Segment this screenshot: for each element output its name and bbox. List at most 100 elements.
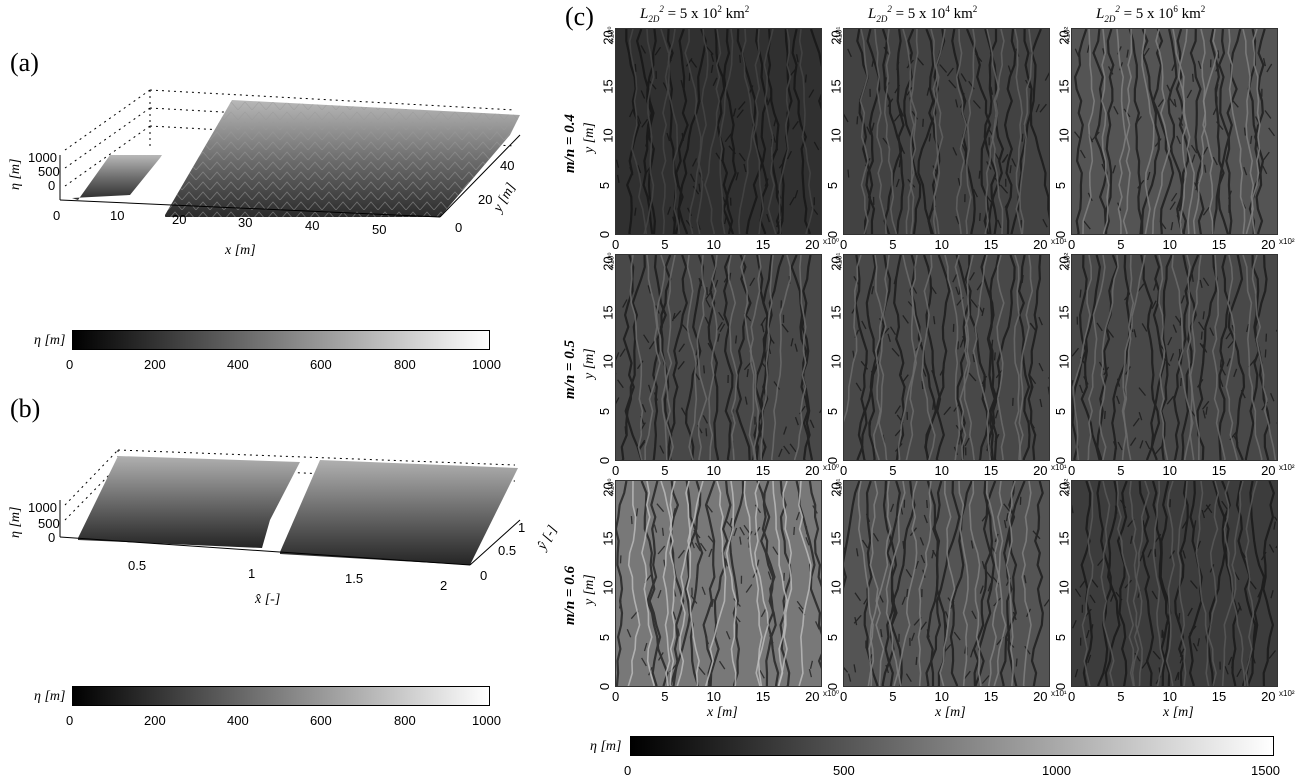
- y-tick: 10: [828, 128, 844, 144]
- colorbar-tick: 1000: [472, 713, 501, 728]
- relief-map-panel: [843, 480, 1050, 687]
- x-tick: 50: [372, 222, 387, 237]
- z-tick: 0: [48, 530, 56, 545]
- x-tick: 40: [305, 218, 320, 233]
- y-tick: 10: [1056, 580, 1072, 596]
- x-tick: 10: [934, 689, 949, 704]
- relief-map: [616, 29, 821, 234]
- x-tick: 10: [1162, 689, 1177, 704]
- relief-map: [844, 29, 1049, 234]
- y-axis-label: y [m]: [582, 574, 597, 605]
- panel-c-label: (c): [565, 2, 594, 31]
- y-tick: 10: [1056, 128, 1072, 144]
- x-tick: 15: [1211, 689, 1227, 704]
- relief-map-panel: [1071, 480, 1278, 687]
- relief-map-panel: [615, 28, 822, 235]
- panel-a-surface-plot: [59, 89, 521, 218]
- x-tick: 0: [1068, 463, 1076, 478]
- axis-multiplier: x10²: [1062, 26, 1072, 43]
- colorbar-tick: 0: [66, 713, 74, 728]
- x-tick: 5: [661, 689, 669, 704]
- y-tick: 5: [1053, 407, 1069, 415]
- x-tick: 0: [612, 689, 620, 704]
- y-tick: 20: [478, 192, 493, 207]
- column-title: L2D2 = 5 x 106 km2: [1096, 4, 1206, 24]
- axis-multiplier: x10⁰: [823, 689, 840, 698]
- x-tick: 15: [983, 237, 999, 252]
- axis-multiplier: x10¹: [834, 26, 844, 43]
- x-tick: 20: [172, 212, 187, 227]
- relief-map-panel: [843, 28, 1050, 235]
- y-tick: 5: [825, 181, 841, 189]
- x-tick: 15: [755, 463, 771, 478]
- x-tick: 15: [755, 689, 771, 704]
- y-tick: 15: [600, 305, 616, 320]
- y-tick: 5: [597, 181, 613, 189]
- x-tick: 10: [706, 237, 721, 252]
- x-tick: 1: [248, 566, 256, 581]
- axis-multiplier: x10²: [1279, 237, 1295, 246]
- x-tick: 5: [889, 689, 897, 704]
- y-tick: 10: [828, 354, 844, 370]
- x-tick: 15: [1211, 463, 1227, 478]
- colorbar-tick: 600: [310, 713, 332, 728]
- row-label: m/n = 0.5: [562, 340, 578, 399]
- x-tick: 5: [1117, 463, 1125, 478]
- panel-b-label: (b): [10, 394, 41, 423]
- x-tick: 5: [661, 463, 669, 478]
- y-tick: 15: [600, 79, 616, 94]
- x-tick: 10: [706, 463, 721, 478]
- x-tick: 15: [983, 463, 999, 478]
- x-tick: 0: [840, 689, 848, 704]
- axis-multiplier: x10¹: [834, 252, 844, 269]
- x-axis-label: x [m]: [1163, 705, 1194, 720]
- colorbar-tick: 600: [310, 357, 332, 372]
- y-tick: 0: [1053, 682, 1069, 691]
- colorbar-c: [630, 736, 1274, 756]
- relief-map-panel: [843, 254, 1050, 461]
- colorbar-tick: 800: [394, 357, 416, 372]
- y-tick: 0: [1053, 230, 1069, 239]
- x-tick: 10: [934, 237, 949, 252]
- axis-multiplier: x10²: [1062, 252, 1072, 269]
- row-label: m/n = 0.6: [562, 566, 578, 625]
- x-axis-label: x [m]: [707, 705, 738, 720]
- x-tick: 0: [612, 463, 620, 478]
- x-tick: 0: [1068, 689, 1076, 704]
- axis-multiplier: x10⁰: [823, 237, 840, 246]
- terrain-block-1: [78, 456, 300, 548]
- x-tick: 0: [612, 237, 620, 252]
- terrain-small-block: [72, 155, 162, 200]
- x-tick: 20: [1261, 237, 1276, 252]
- x-tick: 5: [889, 463, 897, 478]
- colorbar-tick: 500: [833, 763, 855, 778]
- x-tick: 20: [1261, 463, 1276, 478]
- y-tick: 0: [1053, 456, 1069, 465]
- y-tick: 10: [1056, 354, 1072, 370]
- colorbar-tick: 0: [66, 357, 74, 372]
- x-tick: 15: [1211, 237, 1227, 252]
- row-label: m/n = 0.4: [562, 114, 578, 173]
- x-tick: 2: [440, 578, 448, 593]
- relief-map: [844, 481, 1049, 686]
- axis-multiplier: x10¹: [834, 478, 844, 495]
- y-tick: 0: [825, 456, 841, 465]
- x-tick: 5: [889, 237, 897, 252]
- colorbar-tick: 400: [227, 713, 249, 728]
- y-tick: 5: [597, 407, 613, 415]
- colorbar-tick: 200: [144, 357, 166, 372]
- x-tick: 10: [1162, 237, 1177, 252]
- y-tick: 15: [828, 79, 844, 94]
- y-tick: 5: [825, 633, 841, 641]
- colorbar-tick: 0: [624, 763, 632, 778]
- panel-a-label: (a): [10, 48, 39, 77]
- colorbar-tick: 1500: [1251, 763, 1280, 778]
- relief-map: [1072, 29, 1277, 234]
- y-tick: 0: [455, 220, 463, 235]
- x-tick: 20: [805, 237, 820, 252]
- relief-map: [1072, 481, 1277, 686]
- x-tick: 20: [1033, 237, 1048, 252]
- relief-map: [616, 255, 821, 460]
- y-tick: 40: [500, 158, 515, 173]
- colorbar-a: [72, 330, 490, 350]
